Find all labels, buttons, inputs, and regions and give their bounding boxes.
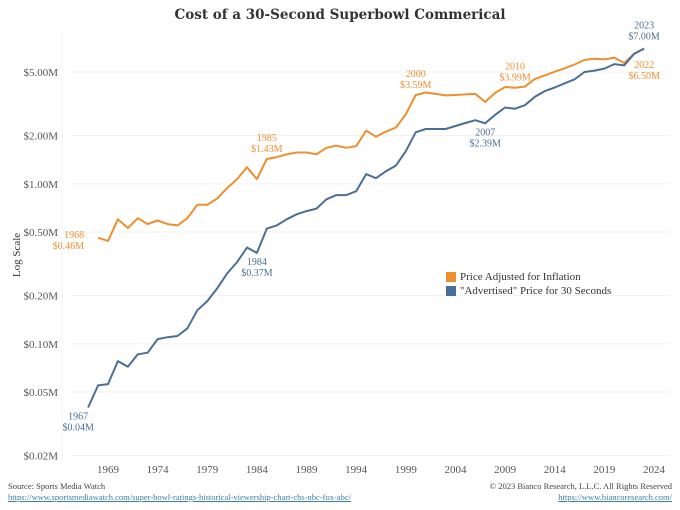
- y-tick-label: $0.50M: [23, 227, 58, 239]
- annotation-value: $1.43M: [251, 144, 283, 155]
- legend-label: Price Adjusted for Inflation: [460, 271, 581, 283]
- annotation-year: 1967: [68, 412, 88, 423]
- x-tick-label: 1984: [246, 464, 269, 476]
- y-tick-label: $0.05M: [23, 387, 58, 399]
- x-tick-label: 1969: [97, 464, 120, 476]
- y-tick-label: $0.02M: [23, 451, 58, 463]
- x-tick-label: 1974: [147, 464, 170, 476]
- annotation-value: $0.46M: [53, 241, 85, 252]
- y-tick-label: $0.10M: [23, 339, 58, 351]
- footer-copyright: © 2023 Bianco Research, L.L.C. All Right…: [490, 481, 672, 503]
- annotation-year: 2010: [505, 62, 525, 73]
- annotation-year: 2023: [634, 21, 654, 32]
- series-line-advertised: [87, 47, 645, 408]
- annotation-value: $6.50M: [628, 71, 660, 82]
- site-link[interactable]: https://www.biancoresearch.com/: [558, 492, 672, 502]
- source-link[interactable]: https://www.sportsmediawatch.com/super-b…: [8, 492, 351, 502]
- x-tick-label: 1979: [196, 464, 219, 476]
- legend: Price Adjusted for Inflation "Advertised…: [446, 270, 611, 298]
- y-tick-label: $0.20M: [23, 291, 58, 303]
- legend-swatch-blue: [446, 286, 456, 296]
- x-tick-label: 2024: [643, 464, 666, 476]
- x-tick-label: 1999: [395, 464, 418, 476]
- annotations: 1968$0.46M 1985$1.43M 2000$3.59M 2010$3.99M…: [53, 21, 660, 434]
- y-tick-label: $2.00M: [23, 131, 58, 143]
- legend-swatch-orange: [446, 272, 456, 282]
- annotation-value: $0.04M: [62, 423, 94, 434]
- x-tick-label: 1989: [296, 464, 319, 476]
- annotation-value: $3.59M: [400, 80, 432, 91]
- annotation-value: $0.37M: [241, 268, 273, 279]
- annotation-year: 1985: [257, 133, 277, 144]
- annotation-value: $2.39M: [470, 138, 502, 149]
- y-axis-ticks: $5.00M $2.00M $1.00M $0.50M $0.20M $0.10M $0.0…: [23, 67, 58, 463]
- annotation-year: 2022: [634, 60, 654, 71]
- annotation-year: 2000: [406, 69, 426, 80]
- source-label: Source: Sports Media Watch: [8, 481, 106, 491]
- y-axis-label: Log Scale: [11, 233, 23, 277]
- y-tick-label: $1.00M: [23, 179, 58, 191]
- legend-label: "Advertised" Price for 30 Seconds: [460, 285, 612, 297]
- legend-item-advertised[interactable]: "Advertised" Price for 30 Seconds: [446, 284, 611, 298]
- x-tick-label: 2014: [544, 464, 567, 476]
- annotation-year: 1968: [64, 230, 84, 241]
- x-tick-label: 2004: [444, 464, 467, 476]
- annotation-value: $7.00M: [628, 32, 660, 43]
- series-lines: [87, 47, 645, 408]
- legend-item-inflation[interactable]: Price Adjusted for Inflation: [446, 270, 611, 284]
- y-tick-label: $5.00M: [23, 67, 58, 79]
- x-tick-label: 2009: [494, 464, 517, 476]
- annotation-value: $3.99M: [499, 73, 531, 84]
- series-line-inflation-adjusted: [97, 47, 645, 242]
- x-tick-label: 1994: [345, 464, 368, 476]
- x-axis-ticks: 1969 1974 1979 1984 1989 1994 1999 2004 2009 2014…: [97, 464, 666, 476]
- gridlines: [61, 30, 670, 460]
- copyright-text: © 2023 Bianco Research, L.L.C. All Right…: [489, 481, 672, 491]
- annotation-year: 2007: [475, 127, 495, 138]
- annotation-year: 1984: [247, 257, 267, 268]
- chart-title: Cost of a 30-Second Superbowl Commerical: [174, 7, 506, 23]
- footer-source: Source: Sports Media Watch https://www.s…: [8, 481, 351, 503]
- x-tick-label: 2019: [593, 464, 616, 476]
